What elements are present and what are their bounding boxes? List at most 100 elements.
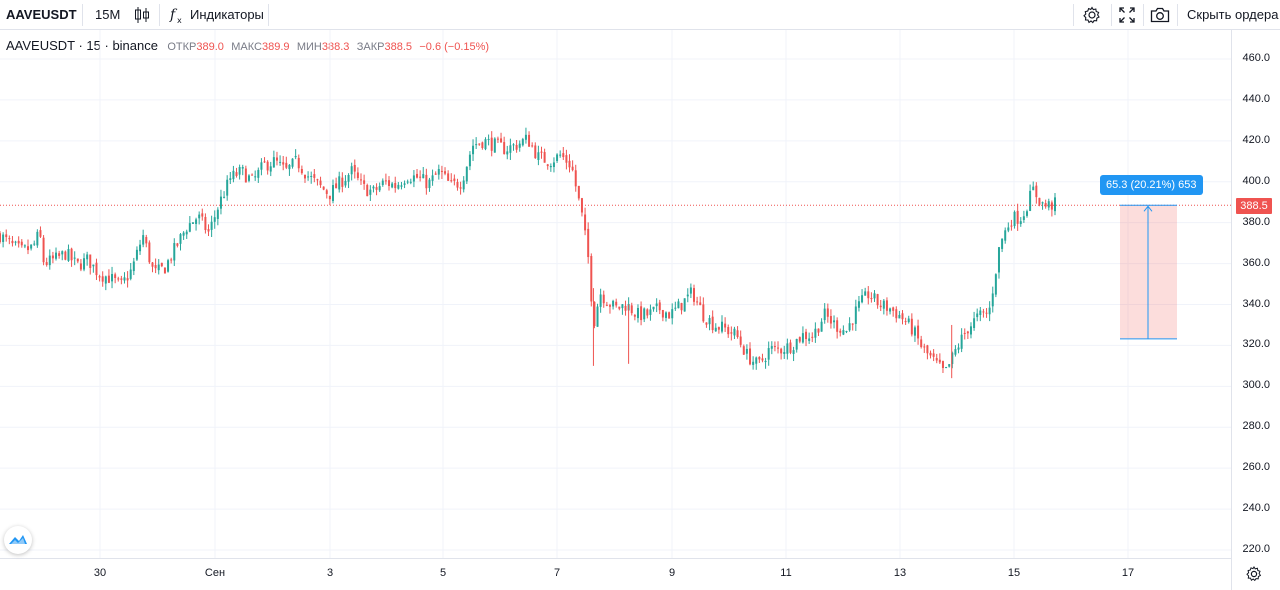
- time-axis-tick: 15: [1007, 567, 1021, 579]
- candle-body: [873, 293, 876, 299]
- candle-body: [1035, 185, 1038, 198]
- candle-body: [1047, 201, 1050, 208]
- price-axis-tick: 280.0: [1242, 420, 1270, 433]
- price-chart[interactable]: [0, 30, 1232, 558]
- candle-body: [1010, 225, 1013, 227]
- candle-body: [798, 337, 801, 342]
- candle-body: [699, 302, 702, 306]
- hide-orders-button[interactable]: Скрыть ордера: [1187, 7, 1279, 22]
- candle-body: [216, 209, 219, 219]
- candle-body: [528, 134, 531, 147]
- price-axis-tick: 440.0: [1242, 92, 1270, 105]
- candle-body: [58, 253, 61, 256]
- candle-body: [668, 312, 671, 319]
- price-axis-tick: 220.0: [1242, 543, 1270, 555]
- low-label: МИН: [296, 41, 322, 53]
- candle-body: [1016, 210, 1019, 224]
- candle-body: [966, 331, 969, 334]
- candle-body: [646, 309, 649, 316]
- candle-body: [241, 167, 244, 169]
- candle-body: [615, 301, 618, 306]
- candle-body: [422, 174, 425, 179]
- tradingview-logo-icon[interactable]: [4, 526, 32, 554]
- candle-body: [692, 288, 695, 302]
- candle-body: [985, 312, 988, 314]
- candle-body: [559, 154, 562, 156]
- interval-button[interactable]: 15М: [95, 7, 121, 22]
- candle-body: [640, 306, 643, 321]
- candle-body: [621, 304, 624, 309]
- candle-body: [179, 234, 182, 244]
- candle-body: [1001, 238, 1004, 249]
- candle-body: [450, 180, 453, 182]
- candle-body: [801, 333, 804, 343]
- candle-body: [1032, 186, 1035, 191]
- close-value: 388.5: [384, 41, 412, 53]
- candle-body: [126, 278, 129, 281]
- candles-icon[interactable]: [132, 0, 152, 30]
- candle-body: [487, 138, 490, 140]
- time-axis-tick: 3: [326, 567, 334, 579]
- candle-body: [223, 196, 226, 198]
- candle-body: [929, 352, 932, 356]
- candle-body: [391, 183, 394, 188]
- candle-body: [434, 173, 437, 175]
- candle-body: [191, 222, 194, 224]
- candle-body: [388, 180, 391, 187]
- fullscreen-icon[interactable]: [1117, 0, 1137, 30]
- candle-body: [1044, 203, 1047, 207]
- candle-body: [876, 294, 879, 306]
- candle-body: [808, 338, 811, 341]
- candle-body: [101, 276, 104, 282]
- candle-body: [764, 360, 767, 363]
- candle-body: [842, 330, 845, 335]
- candle-body: [1038, 197, 1041, 205]
- candle-body: [767, 348, 770, 360]
- candle-body: [341, 177, 344, 187]
- candle-body: [780, 348, 783, 354]
- current-price-label: 388.5: [1236, 198, 1272, 214]
- candle-body: [307, 176, 310, 178]
- candle-body: [254, 176, 257, 178]
- candle-body: [142, 235, 145, 245]
- candle-body: [1025, 211, 1028, 216]
- symbol-search-button[interactable]: AAVEUSDT: [6, 7, 77, 22]
- candle-body: [114, 274, 117, 279]
- candle-body: [867, 291, 870, 299]
- candle-body: [120, 278, 123, 280]
- candle-body: [266, 161, 269, 171]
- candle-body: [546, 164, 549, 167]
- fx-icon[interactable]: f x: [168, 0, 186, 30]
- toolbar-divider: [268, 4, 269, 26]
- candle-body: [98, 276, 101, 278]
- price-axis-tick: 340.0: [1242, 297, 1270, 310]
- candle-body: [428, 179, 431, 189]
- top-toolbar: AAVEUSDT 15М f x Индикаторы: [0, 0, 1280, 30]
- candle-body: [67, 249, 70, 261]
- toolbar-divider: [159, 4, 160, 26]
- candle-body: [540, 151, 543, 153]
- legend-title: AAVEUSDT · 15 · binance: [6, 38, 158, 53]
- candle-body: [537, 152, 540, 160]
- candle-body: [792, 350, 795, 354]
- candle-body: [257, 169, 260, 178]
- candle-body: [584, 214, 587, 231]
- candle-body: [170, 259, 173, 261]
- candle-body: [64, 251, 67, 260]
- candle-body: [328, 195, 331, 200]
- candle-body: [742, 346, 745, 355]
- candle-body: [419, 176, 422, 178]
- candle-body: [885, 300, 888, 311]
- candle-body: [291, 158, 294, 167]
- candle-body: [736, 330, 739, 337]
- camera-icon[interactable]: [1149, 0, 1171, 30]
- time-axis-tick: 11: [780, 567, 792, 579]
- candle-body: [465, 166, 468, 182]
- indicators-button[interactable]: Индикаторы: [190, 7, 264, 22]
- gear-icon[interactable]: [1246, 566, 1262, 587]
- candle-body: [1041, 202, 1044, 204]
- settings-icon[interactable]: [1081, 0, 1103, 30]
- candle-body: [285, 162, 288, 168]
- candle-body: [913, 327, 916, 336]
- candle-body: [851, 323, 854, 325]
